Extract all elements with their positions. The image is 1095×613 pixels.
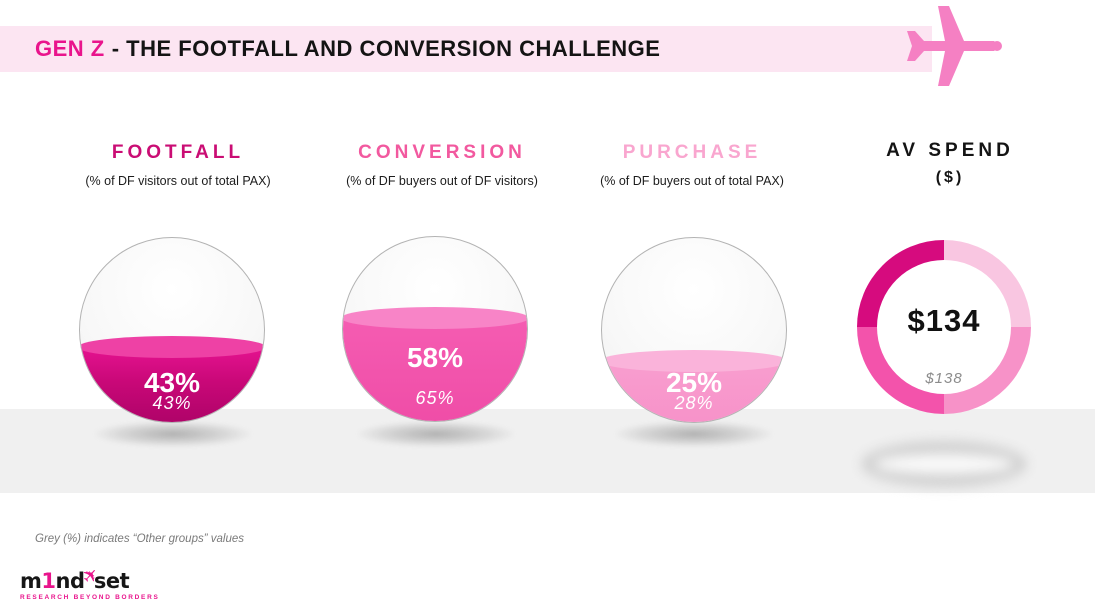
purchase-gauge-surface xyxy=(602,350,786,373)
column-header-av-spend: AV SPEND ($) xyxy=(818,140,1082,187)
purchase-sublabel: (% of DF buyers out of total PAX) xyxy=(600,174,784,188)
conversion-value: 58% xyxy=(406,342,464,373)
logo-m: m xyxy=(20,569,42,593)
page-title-accent: GEN Z xyxy=(35,36,105,61)
footfall-gauge-fill xyxy=(80,335,264,422)
av-spend-label: AV SPEND xyxy=(886,140,1014,161)
footnote: Grey (%) indicates “Other groups” values xyxy=(35,533,244,545)
av-spend-other-groups-value: $138 xyxy=(925,370,963,387)
conversion-label: CONVERSION xyxy=(358,142,526,163)
mindset-logo-tagline: RESEARCH BEYOND BORDERS xyxy=(20,594,160,601)
column-header-conversion: CONVERSION (% of DF buyers out of DF vis… xyxy=(310,142,574,188)
footfall-gauge: 43% 43% xyxy=(79,237,265,423)
airplane-icon xyxy=(907,6,1002,86)
av-spend-donut-ring: $134 $138 xyxy=(857,240,1031,414)
logo-nd: nd xyxy=(55,569,85,593)
logo-one: 1 xyxy=(41,569,56,593)
conversion-gauge: 58% 65% xyxy=(342,236,528,422)
av-spend-sublabel: ($) xyxy=(935,169,965,186)
conversion-gauge-surface xyxy=(343,307,527,330)
header-bar xyxy=(0,26,932,72)
purchase-other-groups-value: 28% xyxy=(674,393,714,413)
purchase-ball-shadow xyxy=(615,421,773,447)
mindset-logo-text: m1nd✈set xyxy=(20,563,160,593)
av-spend-value: $134 xyxy=(907,303,981,338)
purchase-value: 25% xyxy=(665,367,723,398)
column-header-purchase: PURCHASE (% of DF buyers out of total PA… xyxy=(560,142,824,188)
conversion-ball-shadow xyxy=(357,421,515,447)
av-spend-donut-hole xyxy=(877,260,1011,394)
conversion-sublabel: (% of DF buyers out of DF visitors) xyxy=(346,174,538,188)
conversion-other-groups-value: 65% xyxy=(415,388,455,408)
av-spend-donut-shadow xyxy=(862,442,1026,486)
purchase-gauge: 25% 28% xyxy=(601,237,787,423)
footfall-ball-shadow xyxy=(94,421,252,447)
conversion-gauge-fill xyxy=(343,307,527,421)
purchase-gauge-fill xyxy=(602,350,786,422)
footfall-sublabel: (% of DF visitors out of total PAX) xyxy=(85,174,271,188)
purchase-label: PURCHASE xyxy=(622,142,762,163)
footfall-gauge-surface xyxy=(80,335,264,358)
page-title: GEN Z- THE FOOTFALL AND CONVERSION CHALL… xyxy=(35,36,660,62)
footfall-other-groups-value: 43% xyxy=(152,393,192,413)
footfall-value: 43% xyxy=(143,367,201,398)
mindset-logo: m1nd✈set RESEARCH BEYOND BORDERS xyxy=(20,563,160,601)
footfall-label: FOOTFALL xyxy=(111,142,245,163)
page-title-rest: - THE FOOTFALL AND CONVERSION CHALLENGE xyxy=(111,36,661,61)
logo-set: set xyxy=(93,569,130,593)
column-header-footfall: FOOTFALL (% of DF visitors out of total … xyxy=(46,142,310,188)
